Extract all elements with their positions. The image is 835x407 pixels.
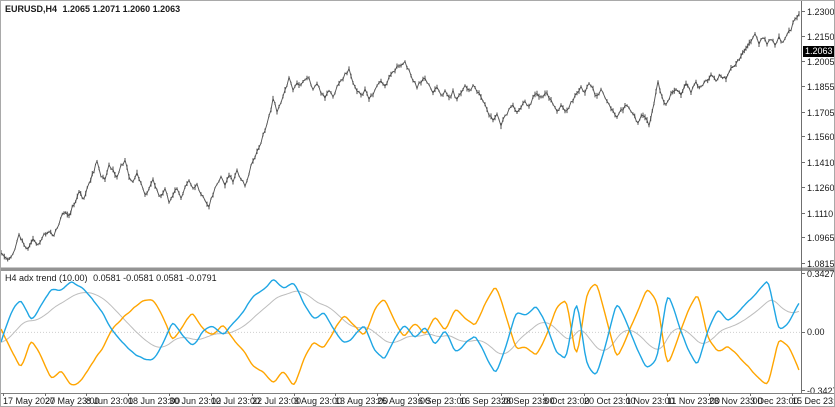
price-line [1, 13, 800, 261]
time-axis-label: 23 Nov 23:00 [709, 396, 763, 406]
time-axis-label: 28 Sep 23:00 [501, 396, 555, 406]
price-axis-tick [802, 61, 805, 62]
price-axis[interactable]: 1.2063 1.2300 1.2150 1.2005 1.1855 1.1705 1.1… [801, 1, 835, 396]
indicator-axis-tick [802, 332, 805, 333]
price-axis-label: 1.1855 [807, 82, 835, 92]
time-axis[interactable]: 17 May 2020 27 May 23:00 8 Jun 23:00 18 Jun… [1, 393, 834, 406]
time-axis-tick [86, 393, 87, 396]
time-axis-label: 3 Dec 23:00 [750, 396, 799, 406]
time-axis-label: 22 Jul 23:00 [252, 396, 302, 406]
price-axis-tick [802, 11, 805, 12]
price-axis-tick [802, 187, 805, 188]
time-axis-label: 1 Nov 23:00 [626, 396, 675, 406]
price-axis-label: 1.2300 [807, 7, 835, 17]
price-axis-tick [802, 36, 805, 37]
price-bars [1, 11, 800, 262]
time-axis-label: 25 Aug 23:00 [377, 396, 431, 406]
time-axis-label: 16 Sep 23:00 [460, 396, 514, 406]
symbol-timeframe: EURUSD,H4 [5, 4, 58, 14]
panel-divider[interactable] [1, 267, 834, 271]
price-series-plot [1, 11, 800, 262]
price-axis-label: 1.1260 [807, 183, 835, 193]
time-axis-tick [709, 393, 710, 396]
time-axis-label: 8 Jun 23:00 [86, 396, 134, 406]
time-axis-tick [460, 393, 461, 396]
price-axis-label: 1.1705 [807, 108, 835, 118]
time-axis-tick [3, 393, 4, 396]
time-axis-tick [211, 393, 212, 396]
time-axis-tick [418, 393, 419, 396]
price-axis-tick [802, 213, 805, 214]
time-axis-tick [169, 393, 170, 396]
indicator-axis-label: -0.3427 [807, 386, 835, 396]
price-chart-panel[interactable]: EURUSD,H4 1.2065 1.2071 1.2060 1.2063 [1, 1, 801, 267]
indicator-axis-label: 0.3427 [807, 269, 835, 279]
time-axis-label: 13 Aug 23:00 [335, 396, 389, 406]
indicator-values: 0.0581 -0.0581 0.0581 -0.0791 [93, 273, 217, 283]
time-axis-tick [252, 393, 253, 396]
time-axis-label: 17 May 2020 [3, 396, 56, 406]
price-axis-label: 1.2150 [807, 32, 835, 42]
price-axis-tick [802, 86, 805, 87]
time-axis-tick [626, 393, 627, 396]
time-axis-tick [335, 393, 336, 396]
price-axis-label: 1.0965 [807, 233, 835, 243]
di-plus-line [1, 279, 800, 375]
time-axis-tick [543, 393, 544, 396]
time-axis-tick [294, 393, 295, 396]
time-axis-label: 11 Nov 23:00 [667, 396, 720, 406]
time-axis-label: 6 Sep 23:00 [418, 396, 467, 406]
indicator-name: H4 adx trend (10.00) [5, 273, 88, 283]
price-axis-label: 1.1560 [807, 132, 835, 142]
time-axis-label: 12 Jul 23:00 [211, 396, 261, 406]
indicator-series-plot [1, 279, 801, 386]
price-axis-label: 1.1410 [807, 158, 835, 168]
time-axis-label: 3 Aug 23:00 [294, 396, 343, 406]
indicator-axis-label: 0.00 [807, 327, 825, 337]
price-axis-tick [802, 112, 805, 113]
indicator-label: H4 adx trend (10.00) 0.0581 -0.0581 0.05… [5, 273, 220, 283]
chart-title: EURUSD,H4 1.2065 1.2071 1.2060 1.2063 [5, 4, 183, 14]
time-axis-tick [750, 393, 751, 396]
current-price-badge: 1.2063 [803, 46, 834, 57]
time-axis-label: 18 Jun 23:00 [128, 396, 181, 406]
price-axis-tick [802, 237, 805, 238]
price-axis-label: 1.1110 [807, 209, 834, 219]
price-axis-label: 1.0815 [807, 259, 835, 269]
time-axis-tick [584, 393, 585, 396]
time-axis-tick [377, 393, 378, 396]
price-axis-label: 1.2005 [807, 57, 835, 67]
time-axis-label: 8 Oct 23:00 [543, 396, 590, 406]
indicator-panel[interactable]: H4 adx trend (10.00) 0.0581 -0.0581 0.05… [1, 271, 801, 393]
signal-line [1, 290, 800, 355]
indicator-axis-tick [802, 273, 805, 274]
time-axis-label: 20 Oct 23:00 [584, 396, 636, 406]
time-axis-label: 30 Jun 23:00 [169, 396, 222, 406]
time-axis-tick [45, 393, 46, 396]
time-axis-tick [128, 393, 129, 396]
indicator-axis-tick [802, 390, 805, 391]
ohlc-values: 1.2065 1.2071 1.2060 1.2063 [62, 4, 181, 14]
time-axis-label: 15 Dec 23:00 [792, 396, 834, 406]
di-minus-line [1, 283, 800, 386]
time-axis-divider [1, 393, 834, 394]
time-axis-label: 27 May 23:00 [45, 396, 100, 406]
price-axis-tick [802, 162, 805, 163]
time-axis-tick [667, 393, 668, 396]
price-axis-tick [802, 136, 805, 137]
time-axis-tick [792, 393, 793, 396]
time-axis-tick [501, 393, 502, 396]
price-axis-tick [802, 263, 805, 264]
